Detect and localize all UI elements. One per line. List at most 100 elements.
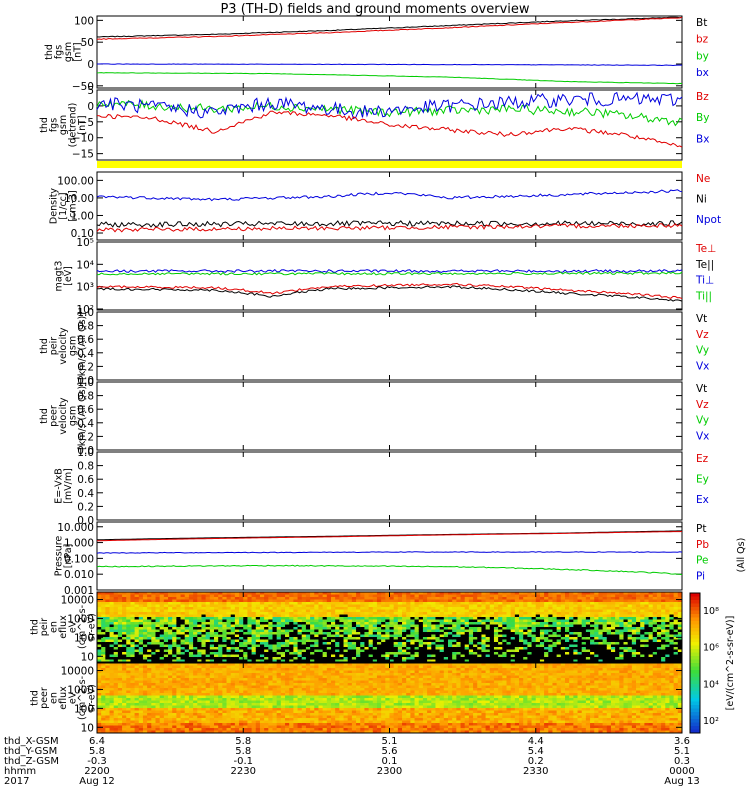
heatmap-cell bbox=[105, 713, 110, 716]
heatmap-cell bbox=[105, 695, 110, 699]
heatmap-cell bbox=[168, 647, 173, 650]
heatmap-cell bbox=[138, 602, 144, 605]
heatmap-cell bbox=[180, 670, 186, 674]
heatmap-cell bbox=[477, 599, 482, 603]
heatmap-cell bbox=[485, 627, 491, 630]
heatmap-cell bbox=[356, 604, 361, 608]
y-tick-label: 10⁴ bbox=[76, 259, 94, 271]
heatmap-cell bbox=[406, 592, 411, 595]
heatmap-cell bbox=[147, 705, 152, 709]
heatmap-cell bbox=[636, 612, 641, 615]
heatmap-cell bbox=[560, 659, 566, 663]
heatmap-cell bbox=[385, 652, 390, 655]
heatmap-cell bbox=[205, 710, 211, 714]
panel-frame bbox=[96, 311, 683, 381]
heatmap-cell bbox=[272, 639, 278, 643]
heatmap-cell bbox=[226, 627, 232, 630]
heatmap-cell bbox=[656, 622, 662, 625]
heatmap-cell bbox=[343, 634, 349, 638]
heatmap-cell bbox=[234, 614, 240, 618]
heatmap-cell bbox=[636, 637, 641, 640]
heatmap-cell bbox=[598, 612, 604, 615]
y-axis-label: peir bbox=[39, 618, 50, 637]
heatmap-cell bbox=[351, 592, 357, 595]
y-tick-label: 1.000 bbox=[64, 538, 94, 550]
heatmap-cell bbox=[218, 622, 223, 625]
heatmap-cell bbox=[485, 599, 491, 603]
heatmap-cell bbox=[109, 725, 115, 729]
heatmap-cell bbox=[481, 599, 487, 603]
heatmap-cell bbox=[193, 634, 198, 638]
heatmap-cell bbox=[122, 693, 127, 696]
heatmap-cell bbox=[431, 607, 436, 610]
heatmap-cell bbox=[134, 700, 140, 704]
heatmap-cell bbox=[489, 614, 495, 618]
heatmap-cell bbox=[636, 654, 641, 658]
heatmap-cell bbox=[535, 639, 541, 643]
heatmap-cell bbox=[159, 657, 165, 660]
heatmap-cell bbox=[644, 642, 649, 645]
heatmap-cell bbox=[205, 629, 211, 633]
heatmap-cell bbox=[481, 642, 487, 645]
heatmap-cell bbox=[197, 607, 202, 610]
heatmap-cell bbox=[410, 639, 415, 643]
heatmap-cell bbox=[314, 624, 319, 628]
heatmap-cell bbox=[410, 649, 415, 653]
heatmap-cell bbox=[134, 703, 140, 706]
heatmap-cell bbox=[188, 670, 194, 674]
y-tick-label: 50 bbox=[81, 37, 94, 49]
heatmap-cell bbox=[556, 597, 562, 600]
heatmap-cell bbox=[468, 652, 474, 655]
heatmap-cell bbox=[243, 624, 248, 628]
heatmap-cell bbox=[347, 617, 353, 620]
heatmap-cell bbox=[97, 723, 102, 726]
heatmap-cell bbox=[335, 644, 340, 648]
heatmap-cell bbox=[560, 652, 566, 655]
heatmap-cell bbox=[142, 695, 148, 699]
heatmap-cell bbox=[448, 609, 453, 613]
heatmap-cell bbox=[147, 659, 152, 663]
heatmap-cell bbox=[184, 604, 190, 608]
heatmap-cell bbox=[464, 619, 470, 623]
heatmap-cell bbox=[130, 695, 136, 699]
heatmap-cell bbox=[101, 624, 106, 628]
heatmap-cell bbox=[101, 723, 106, 726]
heatmap-cell bbox=[297, 642, 303, 645]
heatmap-cell bbox=[268, 612, 273, 615]
heatmap-cell bbox=[477, 637, 482, 640]
heatmap-cell bbox=[347, 644, 353, 648]
heatmap-cell bbox=[280, 614, 286, 618]
heatmap-cell bbox=[397, 632, 403, 635]
heatmap-cell bbox=[251, 624, 257, 628]
heatmap-cell bbox=[289, 629, 294, 633]
heatmap-cell bbox=[422, 622, 428, 625]
heatmap-cell bbox=[615, 617, 620, 620]
heatmap-cell bbox=[527, 659, 532, 663]
heatmap-cell bbox=[151, 670, 156, 674]
heatmap-cell bbox=[406, 649, 411, 653]
heatmap-cell bbox=[544, 627, 549, 630]
heatmap-cell bbox=[636, 634, 641, 638]
heatmap-cell bbox=[468, 617, 474, 620]
heatmap-cell bbox=[310, 607, 315, 610]
heatmap-cell bbox=[493, 612, 499, 615]
heatmap-cell bbox=[677, 624, 683, 628]
heatmap-cell bbox=[197, 597, 202, 600]
heatmap-cell bbox=[347, 594, 353, 598]
heatmap-cell bbox=[335, 632, 340, 635]
heatmap-cell bbox=[289, 634, 294, 638]
heatmap-cell bbox=[201, 614, 207, 618]
heatmap-cell bbox=[322, 637, 328, 640]
heatmap-cell bbox=[610, 632, 616, 635]
heatmap-cell bbox=[661, 614, 666, 618]
heatmap-cell bbox=[134, 678, 140, 681]
heatmap-cell bbox=[180, 649, 186, 653]
heatmap-cell bbox=[268, 654, 273, 658]
heatmap-cell bbox=[548, 594, 553, 598]
heatmap-cell bbox=[226, 629, 232, 633]
heatmap-cell bbox=[172, 723, 177, 726]
y-axis-label: fgs bbox=[49, 118, 60, 132]
heatmap-cell bbox=[168, 720, 173, 724]
heatmap-cell bbox=[464, 642, 470, 645]
heatmap-cell bbox=[573, 649, 578, 653]
